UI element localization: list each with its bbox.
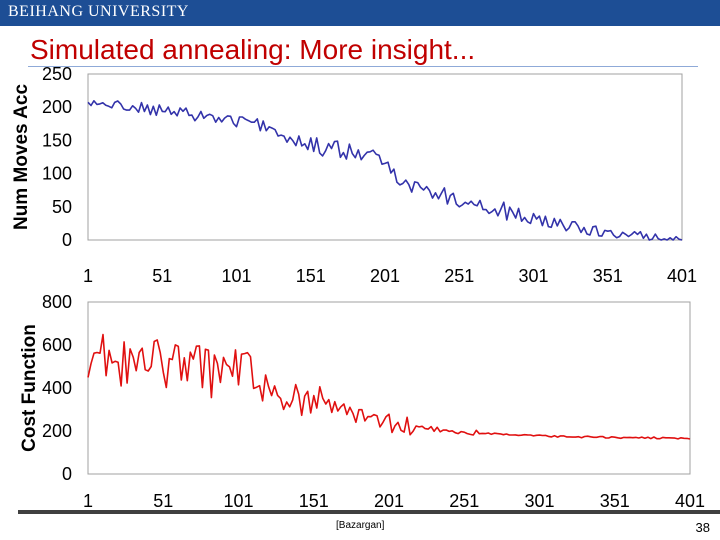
y-tick-label: 0 <box>62 464 72 484</box>
x-tick-label: 1 <box>83 491 93 510</box>
x-tick-label: 101 <box>223 491 253 510</box>
x-tick-label: 51 <box>153 491 173 510</box>
y-tick-label: 150 <box>42 130 72 150</box>
y-axis-label: Cost Function <box>19 324 40 452</box>
slide-title: Simulated annealing: More insight... <box>30 34 476 65</box>
x-tick-label: 251 <box>444 266 474 286</box>
x-tick-label: 351 <box>600 491 630 510</box>
x-tick-label: 401 <box>667 266 697 286</box>
x-tick-label: 301 <box>524 491 554 510</box>
x-tick-label: 301 <box>518 266 548 286</box>
university-name: BEIHANG UNIVERSITY <box>8 3 189 20</box>
x-tick-label: 351 <box>593 266 623 286</box>
x-tick-label: 151 <box>296 266 326 286</box>
y-axis-label: Num Moves Acc <box>11 84 32 230</box>
y-tick-label: 200 <box>42 421 72 441</box>
x-tick-label: 201 <box>370 266 400 286</box>
y-tick-label: 0 <box>62 230 72 250</box>
x-tick-label: 151 <box>299 491 329 510</box>
page-number: 38 <box>695 520 710 535</box>
x-tick-label: 1 <box>83 266 93 286</box>
series-line <box>87 333 691 440</box>
y-tick-label: 100 <box>42 164 72 184</box>
citation: [Bazargan] <box>336 520 385 531</box>
x-tick-label: 101 <box>221 266 251 286</box>
title-divider <box>28 66 698 67</box>
x-tick-label: 51 <box>152 266 172 286</box>
series-line <box>87 99 683 241</box>
y-tick-label: 250 <box>42 66 72 84</box>
y-tick-label: 200 <box>42 97 72 117</box>
y-tick-label: 600 <box>42 335 72 355</box>
plot-area <box>87 301 691 475</box>
y-tick-label: 800 <box>42 292 72 312</box>
plot-area <box>87 73 683 241</box>
x-tick-label: 251 <box>449 491 479 510</box>
header-bar: BEIHANG UNIVERSITY <box>0 0 720 26</box>
y-tick-label: 50 <box>52 197 72 217</box>
footer-divider <box>18 510 720 514</box>
y-tick-label: 400 <box>42 378 72 398</box>
x-tick-label: 201 <box>374 491 404 510</box>
x-tick-label: 401 <box>675 491 705 510</box>
